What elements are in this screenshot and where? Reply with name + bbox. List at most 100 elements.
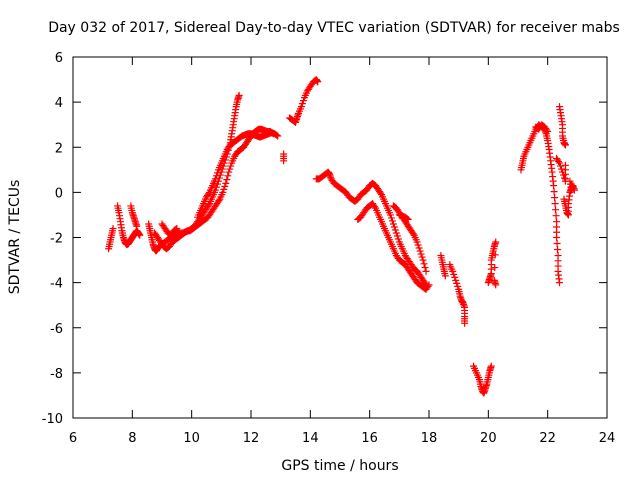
- data-point: [377, 189, 385, 197]
- data-point: [235, 91, 243, 99]
- data-point: [420, 260, 428, 268]
- x-tick-label: 8: [128, 431, 136, 446]
- data-point: [274, 132, 282, 140]
- data-point: [544, 127, 552, 135]
- data-point: [314, 78, 322, 86]
- x-tick-label: 12: [243, 431, 260, 446]
- y-tick-label: -4: [50, 277, 63, 292]
- data-point: [557, 162, 565, 170]
- data-point: [425, 281, 433, 289]
- data-point: [392, 229, 400, 237]
- y-tick-label: -10: [42, 412, 63, 427]
- data-point: [227, 162, 235, 170]
- data-point: [224, 172, 232, 180]
- y-axis-ticks: 6 4 2 0 -2 -4 -6 -8 -10: [42, 51, 607, 427]
- data-point: [449, 267, 457, 275]
- data-point: [389, 220, 397, 228]
- data-point: [404, 215, 412, 223]
- x-tick-label: 20: [480, 431, 497, 446]
- data-point: [561, 175, 569, 183]
- data-point: [211, 175, 219, 183]
- data-point: [550, 188, 558, 196]
- x-axis-ticks: 6 8 10 12 14 16 18 20 22 24: [69, 57, 615, 446]
- data-point: [297, 103, 305, 111]
- data-point: [222, 179, 230, 187]
- data-point: [560, 174, 568, 182]
- x-tick-label: 14: [302, 431, 319, 446]
- data-point: [451, 273, 459, 281]
- data-point: [212, 172, 220, 180]
- data-point: [491, 251, 499, 259]
- data-point: [553, 240, 561, 248]
- data-points: [105, 76, 578, 397]
- data-point: [453, 279, 461, 287]
- data-point: [422, 267, 430, 275]
- data-point: [461, 319, 469, 327]
- data-point: [172, 225, 180, 233]
- x-tick-label: 16: [361, 431, 378, 446]
- data-point: [414, 241, 422, 249]
- y-tick-label: -6: [50, 322, 63, 337]
- chart-title: Day 032 of 2017, Sidereal Day-to-day VTE…: [48, 20, 620, 36]
- y-axis-label: SDTVAR / TECUs: [7, 180, 23, 295]
- data-point: [409, 230, 417, 238]
- data-point: [450, 270, 458, 278]
- data-point: [551, 200, 559, 208]
- x-tick-label: 10: [183, 431, 200, 446]
- data-point: [223, 176, 231, 184]
- data-point: [421, 264, 429, 272]
- data-point: [280, 150, 288, 158]
- data-point: [215, 197, 223, 205]
- data-point: [556, 159, 564, 167]
- x-tick-label: 18: [421, 431, 438, 446]
- data-point: [555, 158, 563, 166]
- data-point: [552, 212, 560, 220]
- data-point: [558, 165, 566, 173]
- data-point: [551, 194, 559, 202]
- data-point: [552, 206, 560, 214]
- x-tick-label: 24: [599, 431, 616, 446]
- y-tick-label: -8: [50, 367, 63, 382]
- data-point: [371, 203, 379, 211]
- x-tick-label: 22: [539, 431, 556, 446]
- data-point: [390, 223, 398, 231]
- data-point: [226, 165, 234, 173]
- data-point: [298, 100, 306, 108]
- data-point: [550, 182, 558, 190]
- data-point: [415, 244, 423, 252]
- data-point: [109, 224, 117, 232]
- data-point: [492, 238, 500, 246]
- plot-frame: [72, 56, 608, 419]
- data-point: [391, 226, 399, 234]
- data-point: [543, 126, 551, 134]
- data-point: [133, 222, 141, 230]
- data-point: [561, 141, 569, 149]
- data-point: [491, 264, 499, 272]
- data-point: [419, 256, 427, 264]
- data-point: [393, 232, 401, 240]
- data-point: [567, 186, 575, 194]
- data-point: [173, 224, 181, 232]
- data-point: [403, 215, 411, 223]
- y-tick-label: 6: [55, 51, 63, 66]
- data-point: [556, 279, 564, 287]
- x-tick-label: 6: [69, 431, 77, 446]
- data-point: [213, 169, 221, 177]
- y-tick-label: 0: [55, 186, 63, 201]
- x-axis-label: GPS time / hours: [281, 458, 398, 474]
- data-point: [452, 276, 460, 284]
- data-point: [554, 246, 562, 254]
- data-point: [204, 190, 212, 198]
- data-point: [417, 250, 425, 258]
- data-point: [273, 131, 281, 139]
- data-point: [212, 183, 220, 191]
- data-point: [441, 272, 449, 280]
- data-point: [418, 253, 426, 261]
- data-point: [299, 97, 307, 105]
- data-point: [218, 165, 226, 173]
- data-point: [220, 185, 228, 193]
- data-point: [424, 282, 432, 290]
- data-point: [221, 182, 229, 190]
- y-tick-label: 2: [55, 141, 63, 156]
